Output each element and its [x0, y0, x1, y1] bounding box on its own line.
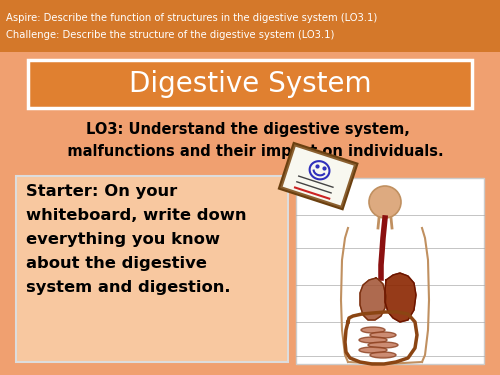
FancyBboxPatch shape [0, 0, 500, 52]
Text: Challenge: Describe the structure of the digestive system (LO3.1): Challenge: Describe the structure of the… [6, 30, 334, 40]
Ellipse shape [368, 342, 398, 348]
FancyBboxPatch shape [296, 178, 484, 364]
Ellipse shape [370, 332, 396, 338]
FancyBboxPatch shape [28, 60, 472, 108]
Polygon shape [282, 147, 354, 206]
Polygon shape [385, 273, 416, 322]
Ellipse shape [359, 337, 387, 343]
Text: Starter: On your
whiteboard, write down
everything you know
about the digestive
: Starter: On your whiteboard, write down … [26, 184, 246, 295]
FancyBboxPatch shape [16, 176, 288, 362]
Text: Aspire: Describe the function of structures in the digestive system (LO3.1): Aspire: Describe the function of structu… [6, 13, 378, 23]
Text: LO3: Understand the digestive system,
   malfunctions and their impact on indivi: LO3: Understand the digestive system, ma… [52, 122, 444, 159]
Ellipse shape [370, 352, 396, 358]
Text: Digestive System: Digestive System [128, 70, 372, 98]
Circle shape [369, 186, 401, 218]
Ellipse shape [359, 347, 387, 353]
Polygon shape [360, 278, 386, 320]
Polygon shape [279, 143, 357, 209]
Ellipse shape [361, 327, 385, 333]
